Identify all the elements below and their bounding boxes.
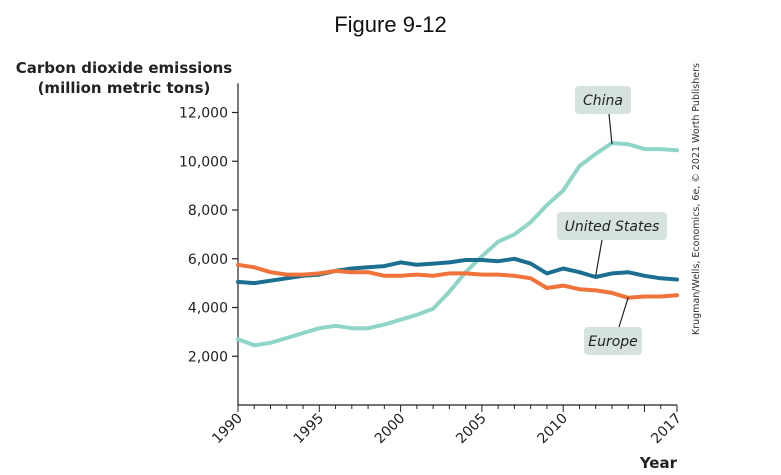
y-tick-label: 10,000 <box>179 154 228 170</box>
series-line-china <box>236 141 679 348</box>
series-label-china: China <box>583 93 623 109</box>
y-tick-label: 4,000 <box>188 301 228 317</box>
x-tick-label: 1990 <box>209 411 246 448</box>
callout-box-united-states <box>557 212 667 240</box>
y-tick-label: 12,000 <box>179 106 228 122</box>
callout-leader-china <box>608 113 613 145</box>
y-tick-label: 8,000 <box>188 203 228 219</box>
y-axis-label-line-1: Carbon dioxide emissions <box>16 59 233 77</box>
series-label-united-states: United States <box>565 219 660 235</box>
series-line-europe <box>236 262 679 300</box>
series-label-europe: Europe <box>588 334 638 350</box>
callouts: China United States Europe <box>557 86 667 355</box>
credit-text: Krugman/Wells, Economics, 6e, © 2021 Wor… <box>691 63 702 335</box>
x-tick-label: 2017 <box>648 411 685 448</box>
x-tick-label: 2000 <box>372 411 409 448</box>
x-tick-label: 2005 <box>453 411 490 448</box>
series-lines <box>236 141 679 348</box>
x-tick-label: 1995 <box>291 411 328 448</box>
callout-box-europe <box>584 327 642 355</box>
y-tick-label: 6,000 <box>188 252 228 268</box>
figure-title: Figure 9-12 <box>334 12 447 37</box>
x-tick-label: 2010 <box>534 411 571 448</box>
callout-box-china <box>575 86 631 114</box>
x-axis-label: Year <box>639 454 678 472</box>
callout-leader-united-states <box>595 239 603 276</box>
y-axis-label-line-2: (million metric tons) <box>38 79 211 97</box>
callout-leader-europe <box>618 297 629 328</box>
y-tick-label: 2,000 <box>188 349 228 365</box>
